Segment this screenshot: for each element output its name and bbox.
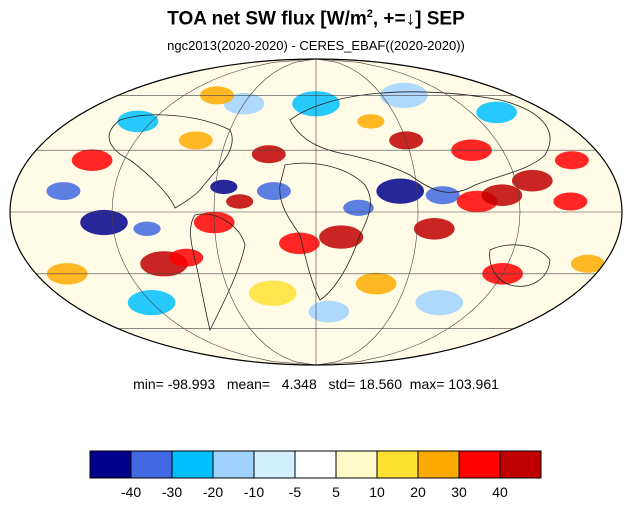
meridian--120 (111, 59, 317, 365)
colorbar-tick-label: 10 (369, 484, 385, 500)
colorbar-box (458, 450, 501, 479)
colorbar-box (212, 450, 255, 479)
flux-patch (413, 218, 455, 240)
flux-patch (178, 131, 213, 150)
colorbar-tick-label: -40 (121, 484, 141, 500)
flux-patch (133, 221, 161, 236)
flux-patch (169, 248, 204, 267)
flux-patch (308, 300, 350, 323)
flux-patch (554, 151, 589, 170)
flux-patch (226, 194, 254, 209)
flux-patch (210, 179, 238, 195)
flux-patch (481, 184, 523, 206)
colorbar-tick-label: 40 (492, 484, 508, 500)
coast-australia (489, 244, 551, 287)
coast-south-america (190, 213, 246, 332)
colorbar-box (294, 450, 337, 479)
map-outline (9, 58, 623, 366)
colorbar-box (335, 450, 378, 479)
meridian--60 (213, 59, 317, 365)
colorbar-box (89, 450, 132, 479)
title-rest: , +=↓] SEP (372, 8, 465, 30)
flux-patch (476, 101, 517, 124)
colorbar-box (171, 450, 214, 479)
colorbar-box (417, 450, 460, 479)
flux-patch (279, 232, 320, 255)
flux-patch (248, 280, 297, 306)
coast-north-america (108, 114, 233, 209)
flux-patch (71, 149, 113, 171)
colorbar-tick-label: 5 (332, 484, 340, 500)
map-subtitle: ngc2013(2020-2020) - CERES_EBAF((2020-20… (167, 38, 465, 53)
world-map-mollweide (9, 58, 623, 366)
flux-patch (46, 182, 81, 201)
flux-patch (570, 254, 605, 273)
colorbar-box (499, 450, 542, 479)
stat-max-value: 103.961 (448, 376, 499, 392)
flux-patch (117, 110, 159, 133)
stat-mean-label: mean= (226, 376, 271, 392)
stat-max-label: max= (409, 376, 445, 392)
colorbar-tick-label: -10 (244, 484, 264, 500)
coast-eurasia (289, 91, 551, 193)
flux-patch (357, 114, 385, 129)
stat-min-label: min= (133, 376, 164, 392)
coastlines (108, 91, 551, 332)
colorbar-box (253, 450, 296, 479)
colorbar-tick-label: -20 (203, 484, 223, 500)
coast-africa (279, 162, 371, 301)
colorbar-tick-label: -5 (289, 484, 302, 500)
stat-std-value: 18.560 (359, 376, 403, 392)
stat-std-label: std= (328, 376, 356, 392)
colorbar-box (130, 450, 173, 479)
statistics-line: min= -98.993 mean= 4.348 std= 18.560 max… (0, 376, 632, 392)
flux-patch (319, 225, 364, 249)
map-title: TOA net SW flux [W/m2, +=↓] SEP (0, 8, 632, 30)
flux-patch (425, 186, 460, 205)
flux-patch (511, 169, 553, 192)
meridian-60 (315, 59, 419, 365)
flux-patch (355, 272, 397, 295)
stat-mean-value: 4.348 (281, 376, 317, 392)
flux-patch (553, 192, 588, 211)
flux-patch (376, 178, 425, 204)
stat-min-value: -98.993 (167, 376, 216, 392)
flux-patch (415, 290, 464, 316)
colorbar-tick-label: -30 (162, 484, 182, 500)
colorbar-box (376, 450, 419, 479)
flux-patch (80, 209, 128, 236)
colorbar-tick-label: 20 (410, 484, 426, 500)
flux-patch (251, 145, 286, 164)
flux-patch (256, 182, 291, 201)
title-superscript: 2 (366, 8, 373, 20)
colorbar-tick-label: 30 (451, 484, 467, 500)
title-main: TOA net SW flux [W/m (167, 8, 367, 30)
meridian-120 (315, 59, 521, 365)
graticule (10, 59, 622, 365)
